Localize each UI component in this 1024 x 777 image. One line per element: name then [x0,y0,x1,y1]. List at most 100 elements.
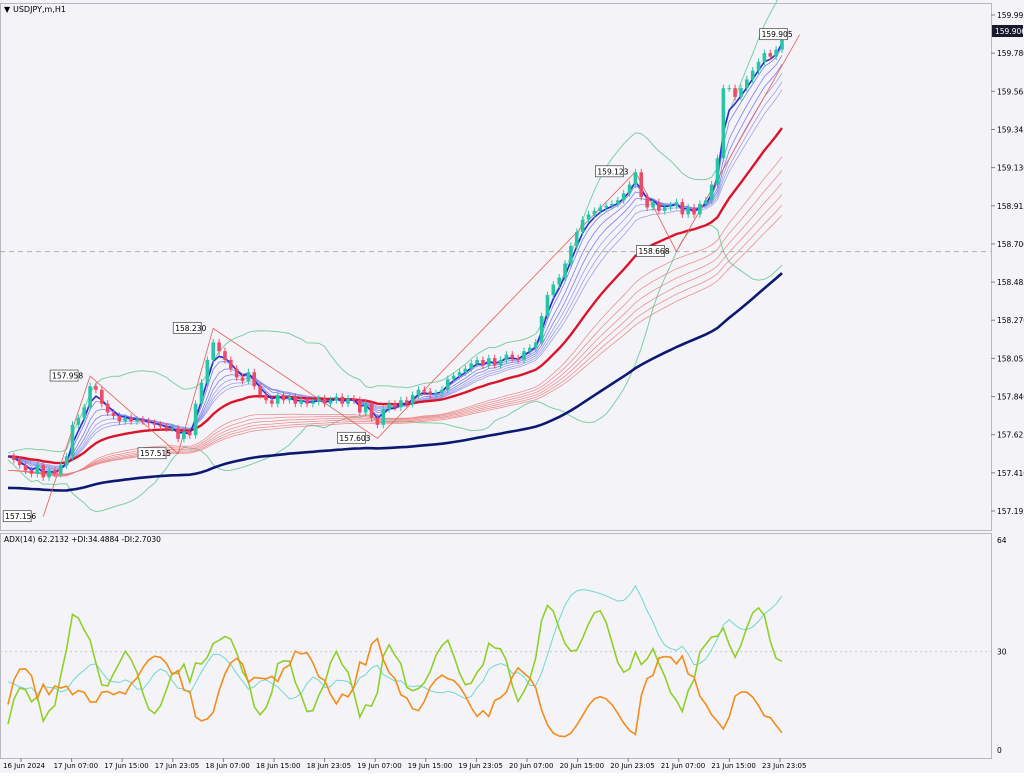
bullish-candle [287,396,292,401]
price-label: 159.123 [597,167,628,176]
bullish-candle [539,316,544,343]
bullish-candle [569,245,573,264]
price-label: 158.230 [175,324,206,333]
bullish-candle [686,207,690,215]
bullish-candle [533,342,538,348]
bearish-candle [223,351,227,360]
adx-label: ADX(14) 62.2132 +DI:34.4884 -DI:2.7030 [4,535,161,544]
bullish-candle [709,184,714,201]
bullish-candle [82,407,87,418]
chart-menu-triangle-icon[interactable]: ▼ [4,5,11,14]
bullish-candle [434,393,438,395]
price-tick-label: 157.410 [997,469,1024,478]
time-tick-label: 18 Jun 15:00 [256,762,300,770]
bullish-candle [698,203,702,215]
bearish-candle [422,389,427,392]
candles [12,28,784,481]
bullish-candle [123,417,128,422]
red-ema-line [7,204,783,475]
bullish-candle [76,417,81,425]
bearish-candle [352,398,356,401]
time-tick-label: 19 Jun 23:05 [458,762,502,770]
price-label-box [137,447,167,460]
bearish-candle [12,456,16,460]
bullish-candle [170,428,174,430]
bearish-candle [375,417,380,425]
minus-di-line [7,637,783,738]
bullish-candle [750,70,755,80]
adx-panel-frame [0,533,992,759]
bullish-candle [199,382,204,404]
bullish-candle [522,351,526,360]
bearish-candle [229,359,233,369]
bearish-candle [146,421,151,424]
navy-ema-line [7,272,783,492]
adx-line [7,584,783,700]
bullish-candle [47,470,51,478]
bullish-candle [88,386,92,408]
bullish-candle [311,402,315,404]
bullish-candle [416,389,421,395]
bullish-candle [780,32,784,50]
bullish-candle [674,202,679,206]
adx-lines [0,584,991,738]
bullish-candle [463,368,468,373]
adx-scale-label: 64 [997,536,1007,545]
time-tick-label: 17 Jun 15:00 [104,762,148,770]
price-tick-label: 157.195 [997,507,1024,516]
price-tick-label: 159.345 [997,125,1024,134]
bearish-candle [94,386,98,390]
bearish-candle [481,359,485,366]
red-ema-line [7,170,783,477]
price-label: 159.905 [762,30,793,39]
bearish-candle [369,403,374,418]
bullish-candle [440,389,444,394]
bearish-candle [129,417,133,422]
bullish-candle [557,277,561,285]
bearish-candle [692,207,696,215]
bearish-candle [393,403,397,408]
bollinger-bands [7,0,783,513]
price-tick-label: 159.130 [997,164,1024,173]
time-tick-label: 17 Jun 23:05 [155,762,199,770]
bullish-candle [739,88,743,97]
price-label: 157.515 [140,449,171,458]
bullish-candle [633,172,638,185]
time-tick-label: 20 Jun 15:00 [560,762,604,770]
bullish-candle [774,49,778,57]
time-tick-label: 16 Jun 2024 [3,762,46,770]
bearish-candle [516,358,520,360]
bearish-candle [322,398,327,404]
price-label-box [49,369,79,382]
bullish-candle [469,363,474,369]
bollinger-lower-line [7,224,783,513]
bearish-candle [141,419,145,422]
bearish-candle [117,416,122,422]
bullish-candle [399,400,403,408]
time-tick-label: 23 Jun 23:05 [762,762,806,770]
price-tick-label: 157.625 [997,431,1024,440]
adx-scale-label: 0 [997,746,1002,755]
bearish-candle [281,394,286,401]
price-label: 157.958 [52,372,83,381]
bullish-candle [616,200,620,204]
bullish-candle [58,465,63,474]
plus-di-line [7,603,783,725]
price-tick-label: 159.565 [997,87,1024,96]
bearish-candle [492,358,497,366]
bullish-candle [504,354,509,360]
bullish-candle [586,214,591,220]
bullish-candle [651,202,655,208]
bullish-candle [70,424,75,457]
bullish-candle [135,419,139,422]
bullish-candle [551,284,556,296]
bullish-candle [592,210,597,215]
bullish-candle [604,205,608,208]
zigzag-line [42,34,800,517]
bearish-candle [404,400,409,404]
adx-scale-label: 30 [997,648,1007,657]
bullish-candle [299,400,303,404]
bearish-candle [645,196,649,208]
